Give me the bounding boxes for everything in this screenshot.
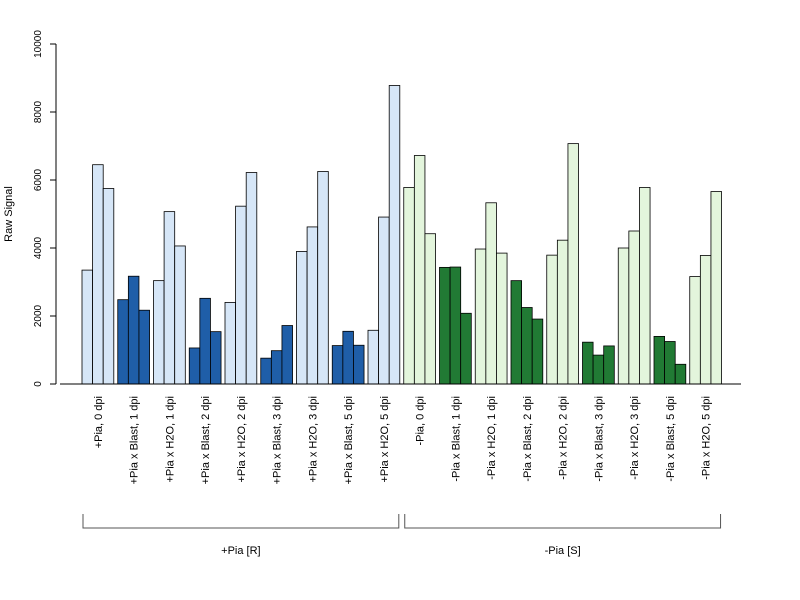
bar xyxy=(449,266,462,385)
bar xyxy=(592,354,605,385)
bar xyxy=(317,171,329,385)
bar xyxy=(460,312,472,385)
y-tick-label: 0 xyxy=(33,381,44,387)
bar xyxy=(92,164,104,385)
bar xyxy=(353,344,365,385)
bar xyxy=(603,345,615,385)
bar xyxy=(245,172,258,385)
y-tick-label: 6000 xyxy=(33,168,44,191)
bar xyxy=(485,202,497,385)
bar xyxy=(199,297,211,385)
bar xyxy=(117,299,129,385)
bar xyxy=(403,187,415,385)
y-tick-label: 10000 xyxy=(33,30,44,58)
bar xyxy=(102,188,115,385)
bars xyxy=(81,85,722,385)
x-tick-label: +Pia x Blast, 2 dpi xyxy=(200,396,212,484)
group-label: +Pia [R] xyxy=(221,545,260,557)
bar xyxy=(378,216,390,385)
x-tick-label: +Pia x H2O, 1 dpi xyxy=(164,396,176,483)
bar xyxy=(582,341,594,385)
bar xyxy=(546,254,558,385)
bar xyxy=(81,269,94,385)
bar xyxy=(331,345,344,385)
bar xyxy=(556,239,569,385)
y-tick-label: 4000 xyxy=(33,236,44,259)
x-tick-labels: +Pia, 0 dpi +Pia x Blast, 1 dpi +Pia x H2O… xyxy=(93,396,713,484)
x-tick-label: +Pia x Blast, 5 dpi xyxy=(343,396,355,484)
x-tick-label: -Pia x Blast, 5 dpi xyxy=(665,396,677,482)
x-tick-label: +Pia x H2O, 5 dpi xyxy=(379,396,391,483)
x-tick-label: -Pia x H2O, 3 dpi xyxy=(629,396,641,480)
bar xyxy=(306,226,319,385)
x-tick-label: -Pia x H2O, 1 dpi xyxy=(486,396,498,480)
bar xyxy=(510,280,523,385)
bar xyxy=(210,331,222,385)
x-tick-label: -Pia, 0 dpi xyxy=(415,396,427,446)
bar xyxy=(531,318,544,385)
x-tick-label: -Pia x Blast, 1 dpi xyxy=(450,396,462,482)
group-bracket xyxy=(404,514,722,529)
bar xyxy=(188,347,201,385)
bar xyxy=(439,266,451,385)
bar xyxy=(567,143,579,385)
bar xyxy=(127,275,140,385)
x-tick-label: +Pia x H2O, 2 dpi xyxy=(236,396,248,483)
bar xyxy=(224,301,237,385)
x-tick-label: -Pia x Blast, 2 dpi xyxy=(522,396,534,482)
y-tick-label: 2000 xyxy=(33,304,44,327)
bar xyxy=(367,329,380,385)
group-bracket xyxy=(82,514,400,529)
bar xyxy=(710,191,722,385)
bar xyxy=(138,309,150,385)
bar xyxy=(235,205,247,385)
x-tick-label: -Pia x H2O, 5 dpi xyxy=(701,396,713,480)
bar xyxy=(270,350,283,385)
bar xyxy=(496,252,508,385)
bar xyxy=(413,155,426,385)
bar xyxy=(281,325,293,385)
bar xyxy=(664,341,676,385)
bar xyxy=(424,233,436,385)
bar xyxy=(617,247,630,385)
group-brackets: +Pia [R] -Pia [S] xyxy=(82,514,722,557)
bar xyxy=(628,230,640,385)
x-tick-label: +Pia x H2O, 3 dpi xyxy=(307,396,319,483)
x-tick-label: -Pia x Blast, 3 dpi xyxy=(593,396,605,482)
y-axis-title: Raw Signal xyxy=(3,186,15,242)
y-axis: 0 2000 4000 6000 8000 10000 xyxy=(33,30,57,387)
bar xyxy=(689,276,701,385)
bar xyxy=(639,187,651,385)
bar xyxy=(260,357,272,385)
x-tick-label: +Pia, 0 dpi xyxy=(93,396,105,448)
bar xyxy=(699,255,712,385)
bar xyxy=(153,280,165,385)
bar xyxy=(474,248,487,385)
x-tick-label: +Pia x Blast, 1 dpi xyxy=(129,396,141,484)
x-tick-label: +Pia x Blast, 3 dpi xyxy=(272,396,284,484)
bar xyxy=(388,85,401,385)
bar xyxy=(342,330,354,385)
bar xyxy=(296,250,308,385)
x-tick-label: -Pia x H2O, 2 dpi xyxy=(558,396,570,480)
group-label: -Pia [S] xyxy=(545,545,581,557)
bar xyxy=(653,335,666,385)
bar xyxy=(521,307,533,385)
y-tick-label: 8000 xyxy=(33,100,44,123)
bar xyxy=(674,363,687,385)
bar xyxy=(163,211,176,385)
bar xyxy=(174,245,186,385)
